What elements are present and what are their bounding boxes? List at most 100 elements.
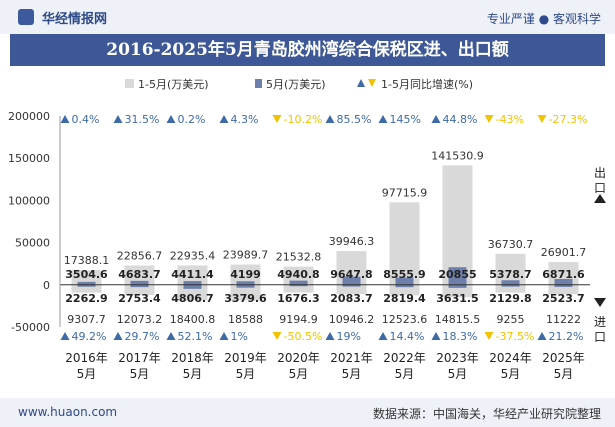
import-month-bar: [554, 284, 573, 287]
export-up-triangle: [166, 115, 176, 123]
export-up-triangle: [113, 115, 123, 123]
import-total-label: 14815.5: [435, 313, 481, 326]
import-growth-label: 14.4%: [390, 330, 425, 343]
import-total-bar: [71, 284, 102, 293]
import-total-bar: [124, 284, 155, 295]
import-up-triangle: [166, 332, 176, 340]
x-tick-label: 2024年 5月: [489, 351, 532, 381]
export-total-label: 39946.3: [329, 235, 375, 248]
tagline: 专业严谨 ● 客观科学: [486, 12, 601, 26]
y-tick-label: 50000: [15, 237, 50, 250]
import-down-triangle: [484, 332, 494, 340]
import-total-bar: [442, 284, 473, 298]
import-side-label-2: 口: [594, 330, 606, 344]
import-total-label: 12523.6: [382, 313, 428, 326]
y-tick-label: 200000: [8, 110, 50, 123]
import-total-bar: [230, 284, 261, 301]
export-total-label: 21532.8: [276, 251, 322, 264]
export-total-bar: [71, 270, 102, 285]
x-tick-label: 2016年 5月: [65, 351, 108, 381]
export-down-triangle: [484, 115, 494, 123]
export-month-bar: [501, 280, 520, 285]
import-month-label: 2083.7: [330, 292, 372, 305]
export-growth-label: 145%: [390, 113, 421, 126]
x-tick-label: 2023年 5月: [436, 351, 479, 381]
top-bar: 华经情报网 专业严谨 ● 客观科学: [0, 0, 615, 34]
import-month-label: 1676.3: [277, 292, 319, 305]
import-total-bar: [548, 284, 579, 295]
export-up-triangle: [378, 115, 388, 123]
export-total-label: 23989.7: [223, 249, 269, 262]
export-month-label: 4940.8: [277, 268, 319, 281]
import-month-label: 3631.5: [436, 292, 478, 305]
export-down-triangle: [272, 115, 282, 123]
export-month-label: 4683.7: [118, 268, 160, 281]
export-total-bar: [442, 165, 473, 285]
export-side-label-1: 出: [594, 166, 606, 180]
export-growth-label: 31.5%: [125, 113, 160, 126]
export-month-bar: [554, 279, 573, 285]
y-tick-label: 150000: [8, 152, 50, 165]
import-growth-label: 1%: [231, 330, 248, 343]
export-total-label: 22856.7: [117, 250, 163, 263]
export-total-bar: [177, 265, 208, 285]
import-month-bar: [236, 284, 255, 288]
export-month-bar: [448, 267, 467, 285]
import-month-bar: [77, 284, 96, 287]
import-total-label: 18588: [228, 313, 263, 326]
import-month-label: 4806.7: [171, 292, 213, 305]
export-month-label: 4411.4: [171, 268, 214, 281]
import-month-label: 2129.8: [489, 292, 531, 305]
export-growth-label: 4.3%: [231, 113, 259, 126]
export-up-triangle: [60, 115, 70, 123]
export-month-label: 4199: [230, 268, 261, 281]
export-arrow-icon: [594, 194, 606, 203]
export-month-bar: [342, 276, 361, 285]
export-growth-label: -27.3%: [549, 113, 588, 126]
export-total-bar: [230, 264, 261, 285]
logo-icon: [18, 9, 34, 25]
export-total-bar: [124, 265, 155, 285]
legend-up-triangle: [357, 79, 365, 87]
export-growth-label: -10.2%: [284, 113, 323, 126]
import-side-label-1: 进: [594, 315, 606, 329]
import-up-triangle: [378, 332, 388, 340]
legend-label-growth: 1-5月同比增速(%): [381, 77, 473, 91]
x-tick-label: 2019年 5月: [224, 351, 267, 381]
export-total-label: 97715.9: [382, 186, 428, 199]
import-growth-label: 52.1%: [178, 330, 213, 343]
export-total-bar: [389, 202, 420, 285]
legend-swatch-total: [125, 79, 134, 88]
legend-swatch-month: [255, 79, 262, 88]
x-tick-label: 2018年 5月: [171, 351, 214, 381]
import-month-label: 2753.4: [118, 292, 161, 305]
import-arrow-icon: [594, 298, 606, 307]
export-month-bar: [236, 281, 255, 285]
import-up-triangle: [325, 332, 335, 340]
export-growth-label: 44.8%: [443, 113, 478, 126]
export-total-bar: [495, 253, 526, 285]
export-month-label: 5378.7: [489, 268, 531, 281]
import-month-bar: [183, 284, 202, 289]
import-up-triangle: [113, 332, 123, 340]
y-tick-label: -50000: [11, 321, 50, 334]
site-url[interactable]: www.huaon.com: [18, 405, 118, 419]
import-total-label: 9194.9: [279, 313, 318, 326]
import-month-bar: [395, 284, 414, 288]
export-growth-label: 0.2%: [178, 113, 206, 126]
import-month-label: 2819.4: [383, 292, 426, 305]
export-growth-label: 85.5%: [337, 113, 372, 126]
import-total-bar: [495, 284, 526, 293]
export-up-triangle: [431, 115, 441, 123]
import-month-bar: [501, 284, 520, 287]
x-tick-label: 2025年 5月: [542, 351, 585, 381]
import-total-bar: [336, 284, 367, 295]
data-source: 数据来源：中国海关，华经产业研究院整理: [372, 407, 601, 421]
import-month-label: 2523.7: [542, 292, 584, 305]
x-tick-label: 2017年 5月: [118, 351, 161, 381]
y-tick-label: 0: [43, 279, 50, 292]
import-growth-label: -37.5%: [496, 330, 535, 343]
import-total-label: 9307.7: [67, 313, 106, 326]
export-month-label: 20855: [438, 268, 476, 281]
import-growth-label: 18.3%: [443, 330, 478, 343]
